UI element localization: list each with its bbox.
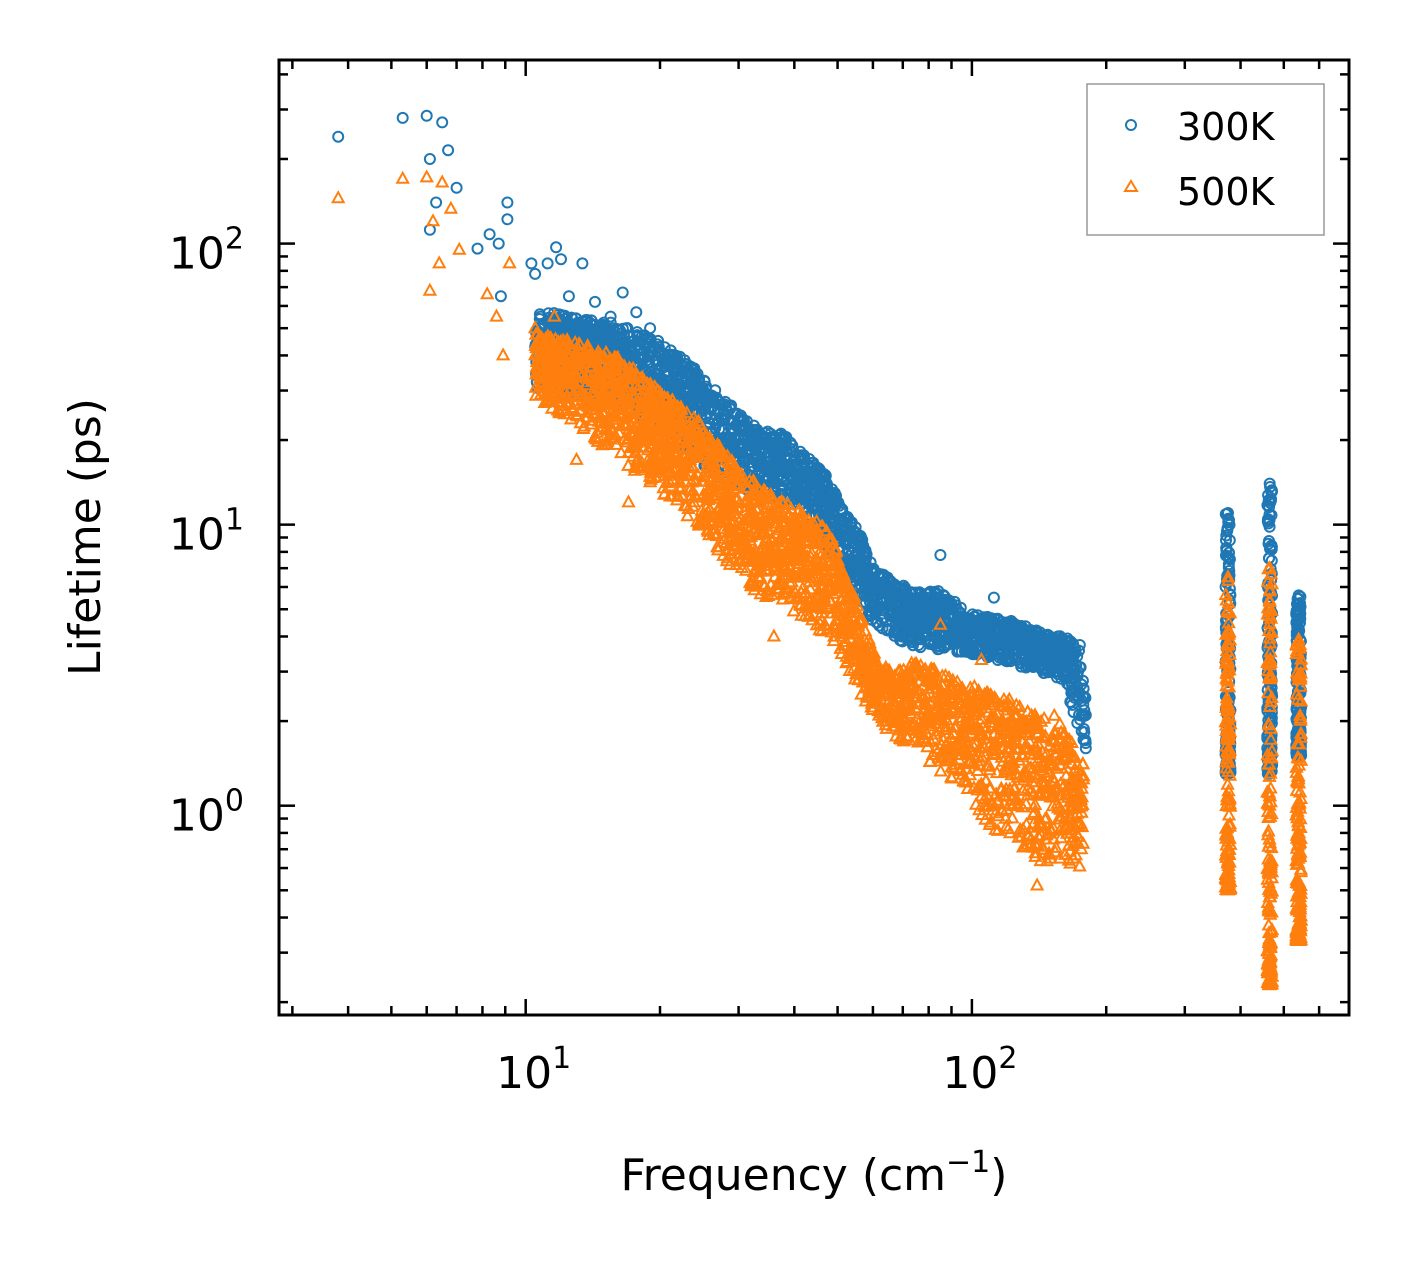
data-point	[589, 295, 601, 308]
data-point	[616, 286, 629, 299]
data-point	[525, 257, 538, 270]
data-point	[501, 196, 514, 209]
data-point	[604, 310, 617, 323]
data-point	[1047, 707, 1062, 721]
data-point	[1064, 672, 1077, 685]
data-point	[529, 267, 542, 280]
data-point	[751, 460, 764, 472]
data-point	[442, 144, 455, 157]
data-point	[644, 322, 657, 335]
data-point	[622, 344, 635, 357]
data-point	[871, 616, 884, 629]
data-point	[865, 613, 878, 626]
data-point	[396, 111, 409, 124]
data-point	[332, 130, 345, 143]
data-point	[450, 181, 463, 194]
data-point	[423, 153, 436, 165]
data-point	[420, 109, 433, 122]
series-500k	[331, 169, 1309, 991]
data-point	[436, 116, 449, 129]
data-point	[541, 257, 554, 270]
data-point	[794, 445, 807, 458]
data-point	[555, 253, 567, 266]
data-point	[494, 290, 507, 303]
data-point	[471, 242, 484, 255]
data-point	[483, 228, 496, 241]
data-point	[562, 290, 575, 303]
data-point	[430, 196, 443, 209]
data-point	[550, 241, 563, 254]
data-point	[934, 549, 947, 561]
data-point	[987, 591, 1000, 604]
data-point	[630, 306, 643, 319]
data-point	[501, 213, 514, 226]
data-point	[492, 237, 505, 250]
data-point	[793, 453, 806, 466]
data-point	[877, 607, 890, 620]
data-point	[576, 257, 589, 270]
data-point	[673, 350, 686, 363]
data-point	[1077, 723, 1090, 735]
data-point	[933, 642, 946, 655]
data-point	[833, 516, 846, 528]
